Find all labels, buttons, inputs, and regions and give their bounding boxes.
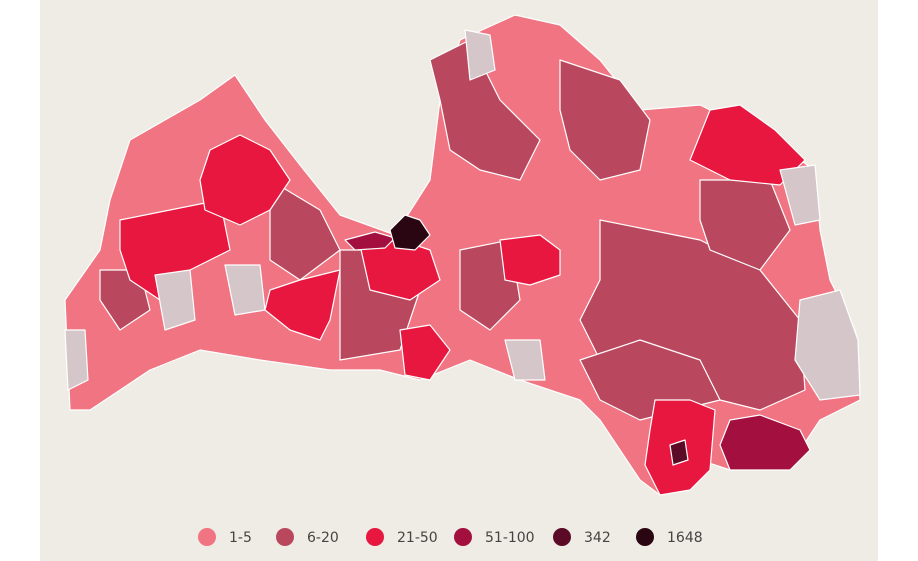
legend-label: 1648 <box>667 530 703 546</box>
legend-label: 51-100 <box>485 530 535 546</box>
legend-swatch <box>454 528 472 546</box>
legend-label: 1-5 <box>229 530 252 546</box>
region <box>269 179 341 281</box>
region-no-data <box>154 269 196 331</box>
region-no-data <box>779 164 821 226</box>
region-no-data <box>504 339 546 381</box>
region <box>199 134 291 226</box>
region-no-data <box>224 264 266 316</box>
region-no-data <box>794 289 861 401</box>
region <box>499 234 561 286</box>
region <box>389 214 431 251</box>
legend-label: 6-20 <box>307 530 339 546</box>
region <box>399 324 451 381</box>
region-no-data <box>64 329 89 391</box>
region <box>559 59 651 181</box>
legend-swatch <box>636 528 654 546</box>
legend-swatch <box>366 528 384 546</box>
legend-swatch <box>198 528 216 546</box>
region <box>344 231 396 251</box>
legend: 1-5 6-20 21-50 51-100 342 1648 <box>198 528 703 546</box>
map <box>64 14 861 496</box>
region <box>669 439 689 466</box>
legend-label: 342 <box>584 530 611 546</box>
region <box>264 269 341 341</box>
legend-swatch <box>276 528 294 546</box>
region <box>719 414 811 471</box>
region-no-data <box>464 29 496 81</box>
legend-label: 21-50 <box>397 530 438 546</box>
legend-swatch <box>553 528 571 546</box>
